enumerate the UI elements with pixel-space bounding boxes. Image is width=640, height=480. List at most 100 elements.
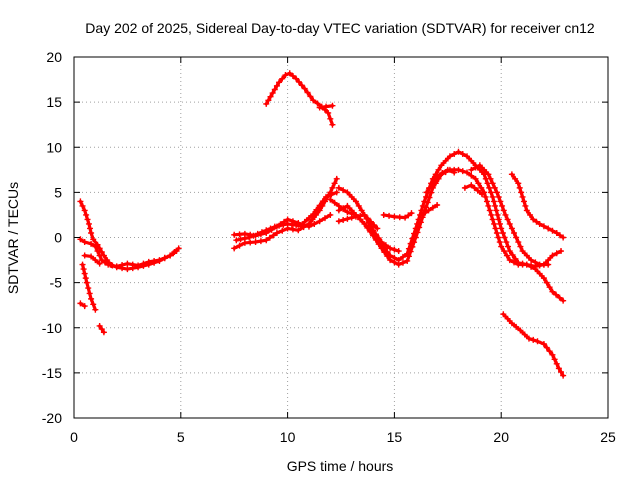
data-point	[311, 220, 318, 227]
data-point	[417, 219, 424, 226]
data-point	[328, 191, 335, 198]
data-point	[310, 97, 317, 104]
data-point	[103, 259, 110, 266]
data-point	[86, 290, 93, 297]
data-point	[170, 250, 177, 257]
data-point	[81, 239, 88, 246]
data-point	[276, 79, 283, 86]
data-point	[523, 261, 530, 268]
data-point	[498, 225, 505, 232]
data-point	[431, 177, 438, 184]
data-point	[519, 248, 526, 255]
data-point	[489, 180, 496, 187]
data-point	[486, 207, 493, 214]
data-point	[506, 248, 513, 255]
data-point	[425, 207, 432, 214]
data-point	[534, 338, 541, 345]
x-tick-label: 10	[280, 429, 296, 445]
data-point	[506, 257, 513, 264]
data-point	[135, 264, 142, 271]
data-point	[329, 102, 336, 109]
data-point	[231, 231, 238, 238]
data-point	[504, 315, 511, 322]
data-point	[305, 214, 312, 221]
data-point	[309, 216, 316, 223]
data-point	[511, 229, 518, 236]
data-point	[530, 336, 537, 343]
data-point	[297, 222, 304, 229]
data-point	[81, 207, 88, 214]
data-point	[434, 202, 441, 209]
data-point	[382, 242, 389, 249]
data-point	[329, 121, 336, 128]
data-point	[520, 198, 527, 205]
data-point	[560, 234, 567, 241]
data-point	[90, 236, 97, 243]
data-point	[491, 184, 498, 191]
data-point	[556, 232, 563, 239]
data-point	[375, 235, 382, 242]
data-point	[478, 191, 485, 198]
data-point	[358, 207, 365, 214]
data-point	[476, 162, 483, 169]
data-point	[231, 245, 238, 252]
data-point	[233, 237, 240, 244]
data-point	[364, 215, 371, 222]
data-point	[485, 171, 492, 178]
data-point	[411, 239, 418, 246]
data-point	[167, 252, 174, 259]
data-point	[459, 151, 466, 158]
data-point	[250, 232, 257, 239]
x-tick-label: 25	[600, 429, 616, 445]
data-point	[276, 222, 283, 229]
data-point	[378, 245, 385, 252]
data-point	[484, 180, 491, 187]
data-point	[98, 257, 105, 264]
data-point	[459, 168, 466, 175]
data-point	[391, 213, 398, 220]
data-point	[333, 189, 340, 196]
data-point	[527, 211, 534, 218]
data-point	[352, 213, 359, 220]
data-point	[81, 270, 88, 277]
data-point	[304, 89, 311, 96]
data-point	[399, 259, 406, 266]
data-point	[489, 216, 496, 223]
series-arc-17	[380, 210, 415, 221]
data-point	[503, 252, 510, 259]
data-point	[515, 180, 522, 187]
series-arc-19	[423, 166, 458, 196]
data-point	[434, 173, 441, 180]
data-point	[487, 175, 494, 182]
data-point	[472, 175, 479, 182]
data-point	[540, 223, 547, 230]
data-point	[367, 218, 374, 225]
y-tick-label: -5	[50, 275, 63, 291]
data-point	[92, 306, 99, 313]
data-point	[316, 202, 323, 209]
data-point	[92, 257, 99, 264]
data-point	[492, 202, 499, 209]
data-point	[293, 75, 300, 82]
data-point	[501, 248, 508, 255]
data-point	[119, 265, 126, 272]
data-point	[313, 206, 320, 213]
data-point	[263, 227, 270, 234]
data-point	[263, 100, 270, 107]
data-point	[549, 288, 556, 295]
data-series-layer	[77, 70, 567, 379]
data-point	[414, 229, 421, 236]
data-point	[560, 297, 567, 304]
data-point	[509, 251, 516, 258]
data-point	[540, 340, 547, 347]
data-point	[266, 234, 273, 241]
data-point	[87, 225, 94, 232]
y-tick-label: 5	[54, 184, 62, 200]
data-point	[474, 187, 481, 194]
data-point	[543, 279, 550, 286]
series-arc-20	[461, 182, 485, 198]
data-point	[82, 275, 89, 282]
data-point	[241, 235, 248, 242]
data-point	[257, 238, 264, 245]
data-point	[271, 86, 278, 93]
